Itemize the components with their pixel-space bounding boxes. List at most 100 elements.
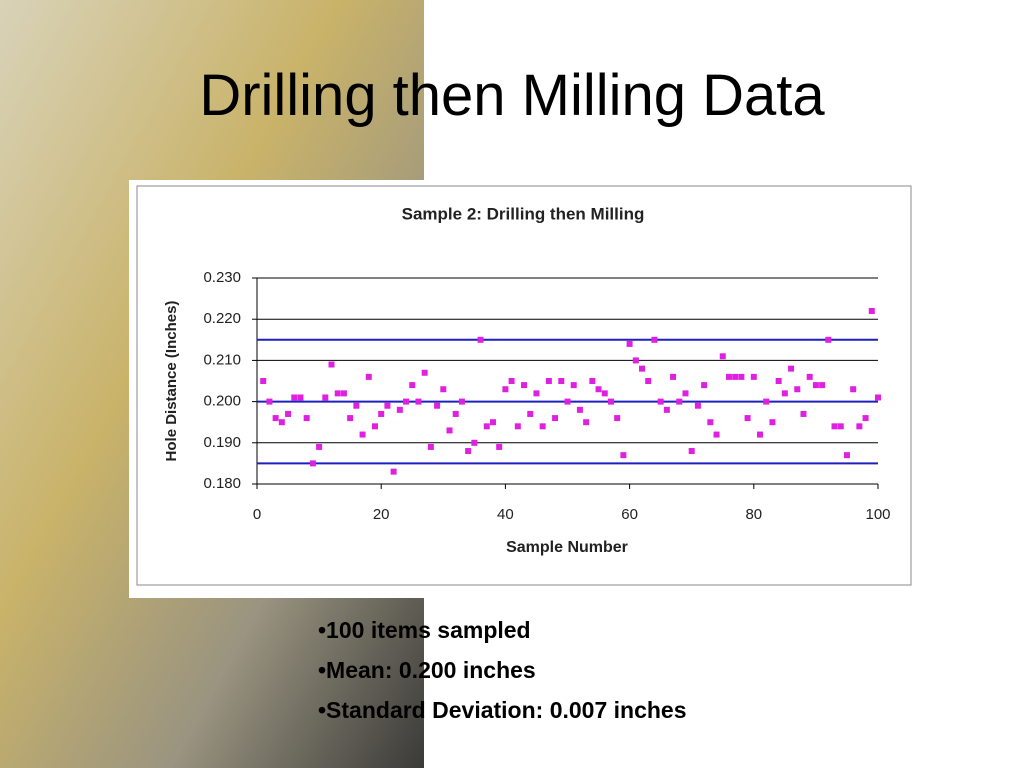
- point: [533, 390, 540, 397]
- point: [694, 402, 701, 409]
- y-axis-title: Hole Distance (Inches): [163, 301, 180, 462]
- point: [583, 419, 590, 426]
- point: [465, 448, 472, 455]
- point: [521, 382, 528, 389]
- y-tick-label: 0.190: [203, 434, 241, 451]
- point: [340, 390, 347, 397]
- bullet: •Standard Deviation: 0.007 inches: [318, 697, 687, 723]
- y-tick-label: 0.180: [203, 475, 241, 492]
- point: [614, 415, 621, 422]
- point: [688, 448, 695, 455]
- point: [471, 439, 478, 446]
- point: [334, 390, 341, 397]
- point: [353, 402, 360, 409]
- point: [862, 415, 869, 422]
- point: [365, 373, 372, 380]
- point: [595, 386, 602, 393]
- point: [421, 369, 428, 376]
- point: [446, 427, 453, 434]
- point: [359, 431, 366, 438]
- point: [309, 460, 316, 467]
- point: [639, 365, 646, 372]
- point: [645, 378, 652, 384]
- point: [719, 353, 726, 360]
- point: [390, 468, 397, 475]
- point: [663, 406, 670, 413]
- x-tick-label: 20: [373, 506, 390, 523]
- point: [812, 382, 819, 389]
- point: [371, 423, 378, 430]
- point: [670, 373, 677, 380]
- point: [682, 390, 689, 397]
- point: [769, 419, 776, 426]
- x-tick-label: 0: [253, 506, 261, 523]
- point: [788, 365, 795, 372]
- point: [800, 410, 807, 417]
- x-axis-title: Sample Number: [506, 539, 628, 556]
- point: [396, 406, 403, 413]
- point: [403, 398, 410, 405]
- point: [303, 415, 310, 422]
- point: [260, 378, 267, 384]
- point: [819, 382, 826, 389]
- point: [539, 423, 546, 430]
- point: [427, 443, 434, 450]
- point: [825, 336, 832, 343]
- y-tick-label: 0.200: [203, 393, 241, 410]
- y-tick-label: 0.230: [203, 269, 241, 286]
- point: [564, 398, 571, 405]
- point: [794, 386, 801, 393]
- point: [781, 390, 788, 397]
- point: [496, 443, 503, 450]
- point: [272, 415, 279, 422]
- point: [856, 423, 863, 430]
- point: [440, 386, 447, 393]
- point: [527, 410, 534, 417]
- point: [738, 373, 745, 380]
- point: [837, 423, 844, 430]
- point: [489, 419, 496, 426]
- point: [757, 431, 764, 438]
- y-tick-label: 0.220: [203, 310, 241, 327]
- point: [415, 398, 422, 405]
- point: [328, 361, 335, 368]
- point: [576, 406, 583, 413]
- bullet: •Mean: 0.200 inches: [318, 657, 536, 683]
- x-tick-label: 60: [621, 506, 638, 523]
- point: [285, 410, 292, 417]
- point: [713, 431, 720, 438]
- point: [868, 307, 875, 314]
- point: [278, 419, 285, 426]
- chart-title: Sample 2: Drilling then Milling: [402, 204, 645, 223]
- point: [589, 378, 596, 384]
- point: [725, 373, 732, 380]
- point: [545, 378, 552, 384]
- point: [607, 398, 614, 405]
- point: [763, 398, 770, 405]
- point: [508, 378, 515, 384]
- point: [347, 415, 354, 422]
- point: [458, 398, 465, 405]
- point: [452, 410, 459, 417]
- point: [843, 452, 850, 459]
- x-tick-label: 80: [745, 506, 762, 523]
- point: [378, 410, 385, 417]
- point: [850, 386, 857, 393]
- point: [632, 357, 639, 364]
- point: [744, 415, 751, 422]
- point: [601, 390, 608, 397]
- point: [384, 402, 391, 409]
- point: [291, 394, 298, 401]
- bullet-list: •100 items sampled •Mean: 0.200 inches •…: [318, 610, 687, 730]
- point: [775, 378, 782, 384]
- bullet: •100 items sampled: [318, 617, 531, 643]
- point: [266, 398, 273, 405]
- point: [483, 423, 490, 430]
- point: [322, 394, 329, 401]
- point: [732, 373, 739, 380]
- point: [875, 394, 881, 401]
- point: [651, 336, 658, 343]
- point: [750, 373, 757, 380]
